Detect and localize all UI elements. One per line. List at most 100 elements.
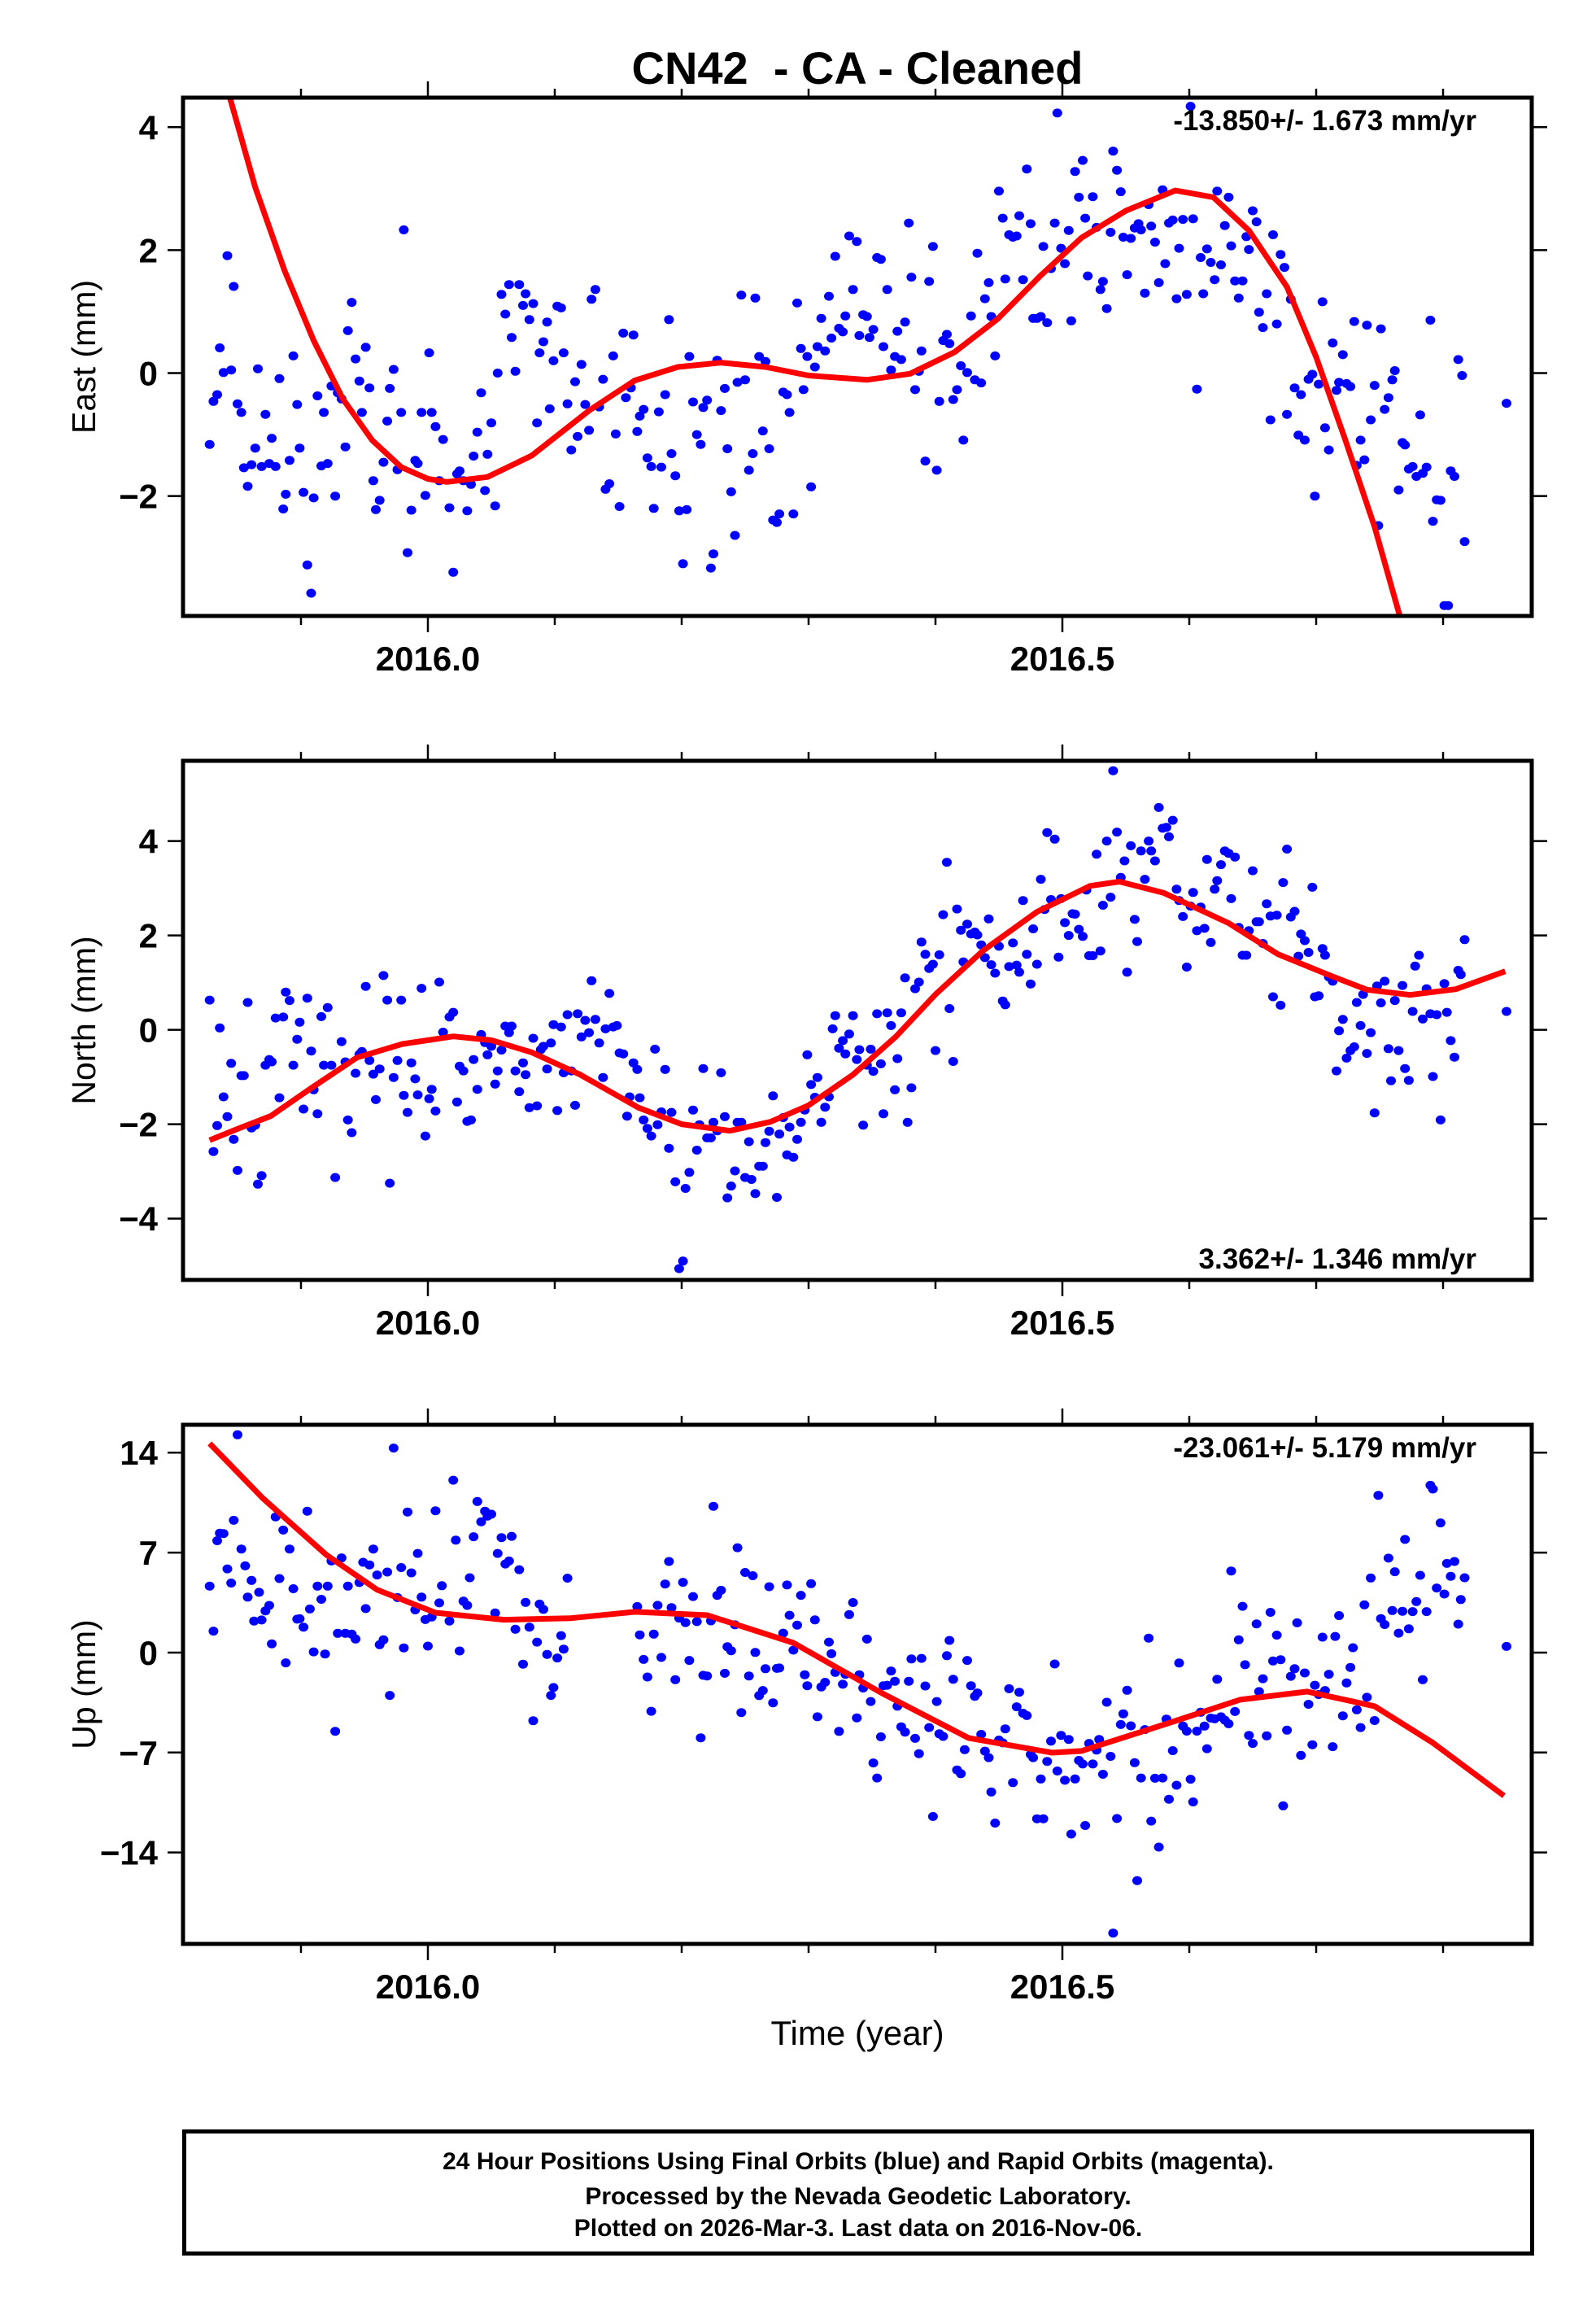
east-data-point [528,299,539,308]
east-data-point [229,282,239,291]
east-data-point [1415,410,1425,420]
north-data-point [875,1059,886,1068]
east-data-point [1212,186,1223,196]
up-data-point [1268,1656,1278,1666]
panel-east: 2016.0 2016.5 4 2 0 −2 East (mm) -13.850+/- 1.6… [65,81,1547,678]
up-data-point [1400,1535,1411,1544]
east-data-point [1018,275,1028,285]
up-data-point [1188,1797,1198,1806]
east-data-point [222,251,233,260]
east-data-point [1118,233,1128,242]
east-data-point [412,459,423,469]
up-data-point [1038,1814,1049,1823]
up-data-point [962,1656,972,1666]
north-data-point [1136,846,1146,856]
north-data-point [539,1042,548,1051]
east-data-point [1022,164,1032,174]
east-data-point [562,399,573,408]
up-data-point [702,1671,713,1681]
east-data-point [879,342,888,352]
north-data-point [705,1133,716,1142]
north-data-point [1389,996,1400,1006]
east-data-point [1366,415,1376,425]
panel-north: 2016.0 2016.5 4 2 0 −2 −4 North (mm) 3.362+/- 1.… [65,745,1547,1342]
north-points [204,766,1511,1273]
east-data-point [1011,231,1022,241]
north-data-point [294,1017,305,1027]
up-data-point [229,1515,239,1525]
up-data-point [562,1574,573,1583]
up-x-tick-label: 2016.0 [376,1968,480,2006]
north-data-point [215,1023,225,1033]
east-data-point [448,567,459,577]
north-data-point [492,1066,503,1076]
north-data-point [1230,852,1241,862]
up-data-point [218,1529,229,1539]
north-data-point [768,1091,778,1101]
east-data-point [1345,382,1356,391]
north-data-point [267,1057,277,1067]
east-data-point [1049,218,1060,228]
up-data-point [1008,1778,1018,1788]
east-data-point [480,486,491,496]
up-data-point [956,1769,966,1779]
north-data-point [1212,876,1223,885]
east-data-point [958,435,969,445]
east-data-point [1251,217,1262,227]
north-data-point [396,995,407,1005]
footer-line-processed-by: Processed by the Nevada Geodetic Laborat… [585,2183,1131,2210]
up-data-point [1502,1641,1511,1651]
up-data-point [412,1548,423,1558]
up-data-point [824,1637,834,1647]
up-data-point [1407,1607,1418,1617]
north-fit-group [208,879,1507,1143]
up-rate-annotation: -23.061+/- 5.179 mm/yr [1173,1432,1476,1464]
north-data-point [598,1072,608,1082]
north-data-point [902,1117,913,1127]
up-data-point [1369,1716,1380,1725]
north-data-point [927,959,938,969]
east-data-point [496,290,507,299]
east-data-point [1314,379,1324,389]
up-data-point [278,1525,289,1535]
up-data-point [1244,1731,1254,1740]
north-data-point [1036,875,1046,884]
up-data-point [264,1601,274,1610]
east-x-tick-label: 2016.0 [376,640,480,678]
north-data-point [218,1092,229,1102]
up-data-point [788,1645,799,1655]
up-data-point [524,1622,534,1632]
north-data-point [1031,959,1042,969]
north-data-point [208,1146,219,1156]
east-data-point [1349,317,1359,326]
north-data-point [430,1106,441,1116]
north-data-point [764,1126,774,1136]
north-data-point [326,1060,337,1070]
east-data-point [1063,225,1074,235]
north-data-point [1441,1007,1452,1017]
north-data-point [322,1002,333,1012]
east-data-point [920,456,931,466]
north-data-point [486,1042,496,1051]
up-data-point [532,1637,543,1647]
east-data-point [532,418,543,428]
up-data-point [924,1723,935,1732]
north-data-point [1410,961,1420,971]
east-data-point [1042,318,1053,328]
east-data-point [1453,355,1463,365]
up-data-point [684,1656,695,1666]
north-data-point [1108,766,1119,775]
up-data-point [490,1608,500,1618]
north-data-point [1053,952,1064,962]
up-data-point [518,1659,528,1669]
up-data-point [222,1564,233,1574]
up-data-point [1439,1589,1450,1599]
north-data-point [1398,980,1408,990]
north-data-point [378,971,389,980]
north-fit-curve [208,879,1507,1143]
north-data-point [552,1106,563,1116]
up-data-point [1011,1702,1022,1712]
north-data-point [306,1046,316,1056]
east-fit-group [226,98,1403,616]
east-data-point [757,426,768,436]
